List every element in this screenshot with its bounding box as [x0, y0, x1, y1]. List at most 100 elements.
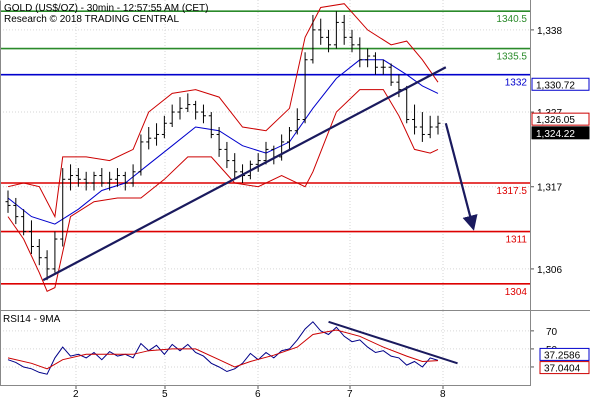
candle — [380, 59, 386, 75]
time-axis-label: 5 — [162, 389, 168, 400]
candle — [177, 97, 183, 120]
price-trendlines — [42, 66, 478, 282]
rsi-ma-line — [7, 329, 439, 370]
candle — [318, 18, 324, 45]
bollinger-lower-line — [7, 89, 439, 292]
candle — [44, 250, 50, 281]
candle — [122, 171, 128, 191]
rsi-tag-label: 37.2586 — [544, 350, 581, 361]
candle — [75, 168, 81, 187]
time-axis-label: 7 — [347, 389, 353, 400]
price-panel-background — [0, 0, 530, 310]
candle — [138, 134, 144, 176]
candle — [357, 37, 363, 68]
rsi-grid — [0, 311, 530, 385]
bollinger-bands — [7, 3, 439, 292]
candle — [310, 14, 316, 64]
rsi-tag-box — [539, 347, 590, 361]
candle — [169, 104, 175, 127]
candle — [60, 168, 66, 247]
candle — [365, 48, 371, 68]
candle — [146, 126, 152, 150]
rsi-tag-label: 37.0404 — [544, 364, 581, 375]
candle — [13, 197, 19, 225]
level-label-1317.5: 1317.5 — [496, 186, 527, 197]
candle — [208, 112, 214, 139]
candle — [263, 141, 269, 165]
candle — [107, 171, 113, 191]
price-tag-label: 1,324.22 — [536, 129, 575, 140]
level-label-1332: 1332 — [505, 78, 528, 89]
price-axis-label: 1,317 — [537, 183, 562, 194]
price-tag-box — [531, 77, 590, 91]
candle — [286, 126, 292, 150]
price-tag-label: 1,326.05 — [536, 115, 575, 126]
candle — [193, 100, 199, 120]
rsi-tag-box — [539, 361, 590, 375]
candle — [412, 104, 418, 135]
bollinger-upper-line — [7, 3, 439, 219]
price-axis-label: 1,338 — [537, 26, 562, 37]
price-tag-box — [531, 126, 590, 140]
candle — [114, 168, 120, 187]
price-axis-label: 1,306 — [537, 265, 562, 276]
time-axis: 2 5 6 7 8 — [73, 385, 446, 400]
candle — [224, 141, 230, 169]
candle — [419, 112, 425, 142]
candle — [396, 74, 402, 98]
level-label-1335.5: 1335.5 — [496, 52, 527, 63]
candle — [349, 29, 355, 53]
candle — [302, 52, 308, 124]
rsi-panel-background — [0, 311, 530, 385]
candle — [435, 115, 441, 135]
candle — [91, 171, 97, 191]
price-tag-1,324.22: 1,324.22 — [531, 126, 590, 140]
rsi-tags: 37.2586 37.0404 — [539, 347, 590, 375]
candle — [83, 171, 89, 191]
candle — [130, 164, 136, 187]
rsi-lines — [7, 321, 439, 375]
candle — [333, 11, 339, 49]
rsi-trendline — [328, 320, 458, 365]
price-tag-1,330.72: 1,330.72 — [531, 77, 590, 91]
chart-title: GOLD (US$/OZ) - 30min - 12:57:55 AM (CET… — [4, 3, 209, 14]
rsi-tag-37.0404: 37.0404 — [539, 361, 590, 375]
rsi-label: RSI14 - 9MA — [3, 314, 61, 325]
candle — [326, 29, 332, 53]
support-trendline — [42, 66, 447, 282]
forecast-arrow — [444, 122, 478, 231]
candle — [52, 231, 58, 273]
candle — [154, 123, 160, 146]
rsi-axis-label: 70 — [546, 327, 558, 338]
candle — [21, 209, 27, 236]
price-tag-1,326.05: 1,326.05 — [531, 112, 590, 126]
candle — [185, 93, 191, 113]
price-grid — [0, 0, 530, 310]
level-label-1340.5: 1340.5 — [496, 14, 527, 25]
price-tag-label: 1,330.72 — [536, 80, 575, 91]
rsi-line — [7, 321, 439, 375]
candle — [232, 153, 238, 180]
level-label-1304: 1304 — [505, 287, 528, 298]
candle — [372, 52, 378, 75]
candle — [341, 14, 347, 45]
rsi-tag-37.2586: 37.2586 — [539, 347, 590, 361]
candle — [294, 108, 300, 135]
moving-average-line — [7, 59, 439, 225]
time-axis-label: 2 — [73, 389, 79, 400]
candle — [99, 168, 105, 187]
chart-subtitle: Research © 2018 TRADING CENTRAL — [4, 14, 179, 25]
rsi-panel: RSI14 - 9MA — [0, 311, 530, 385]
price-panel: 1340.5 1335.5 1332 1317.5 1311 1304 GOLD (US$… — [0, 0, 530, 310]
level-label-1311: 1311 — [505, 235, 527, 246]
candle — [279, 134, 285, 161]
price-tags: 1,330.72 1,326.05 1,324.22 — [531, 77, 590, 140]
candle — [388, 63, 394, 86]
price-tag-box — [531, 112, 590, 126]
candle — [255, 153, 261, 172]
candle — [68, 164, 74, 191]
price-candles — [5, 11, 441, 281]
candle — [200, 104, 206, 124]
